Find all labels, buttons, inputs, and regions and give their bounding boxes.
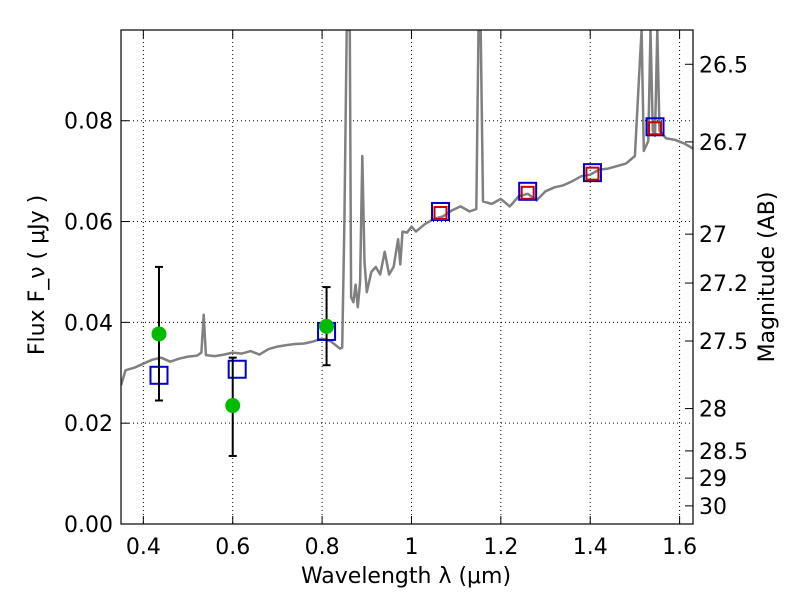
right-y-tick-label: 28 [699,398,727,423]
observed-point [225,398,241,414]
axes: 0.4 0.6 0.8 1 1.2 1.4 1.6 0.00 0.02 0.04 0.06 0.08 2… [64,29,748,560]
right-y-tick-label: 27 [699,223,727,248]
observed-square-marker [520,185,535,200]
right-y-tick-label: 26.7 [699,131,748,156]
x-tick-label: 0.8 [305,535,340,560]
observed-square-marker [648,121,663,136]
x-tick-label: 1.2 [483,535,518,560]
right-y-axis-label: Magnitude (AB) [755,192,780,363]
right-y-tick-label: 30 [699,495,727,520]
right-y-tick-label: 29 [699,467,727,492]
model-square-marker [227,359,247,379]
y-tick-label: 0.06 [64,211,113,236]
observed-point [151,326,167,342]
x-axis-label: Wavelength λ (μm) [301,564,511,589]
x-tick-label: 0.6 [215,535,250,560]
y-tick-label: 0.02 [64,412,113,437]
x-tick-label: 1.4 [573,535,608,560]
x-tick-label: 1 [404,535,418,560]
observed-square-marker [585,166,600,181]
plot-area [121,30,693,457]
right-y-tick-label: 28.5 [699,440,748,465]
right-y-tick-label: 27.5 [699,330,748,355]
observed-point [319,318,335,334]
right-y-tick-label: 26.5 [699,53,748,78]
right-y-tick-label: 27.2 [699,272,748,297]
observed-square-marker [433,205,448,220]
x-tick-label: 1.6 [662,535,697,560]
y-tick-label: 0.04 [64,311,113,336]
plot-frame [120,29,694,525]
spectrum-line [121,30,693,386]
model-square-marker [582,163,602,183]
y-tick-label: 0.00 [64,513,113,538]
y-axis-label: Flux F_ν ( μJy ) [25,195,50,355]
x-tick-label: 0.4 [126,535,161,560]
y-tick-label: 0.08 [64,110,113,135]
